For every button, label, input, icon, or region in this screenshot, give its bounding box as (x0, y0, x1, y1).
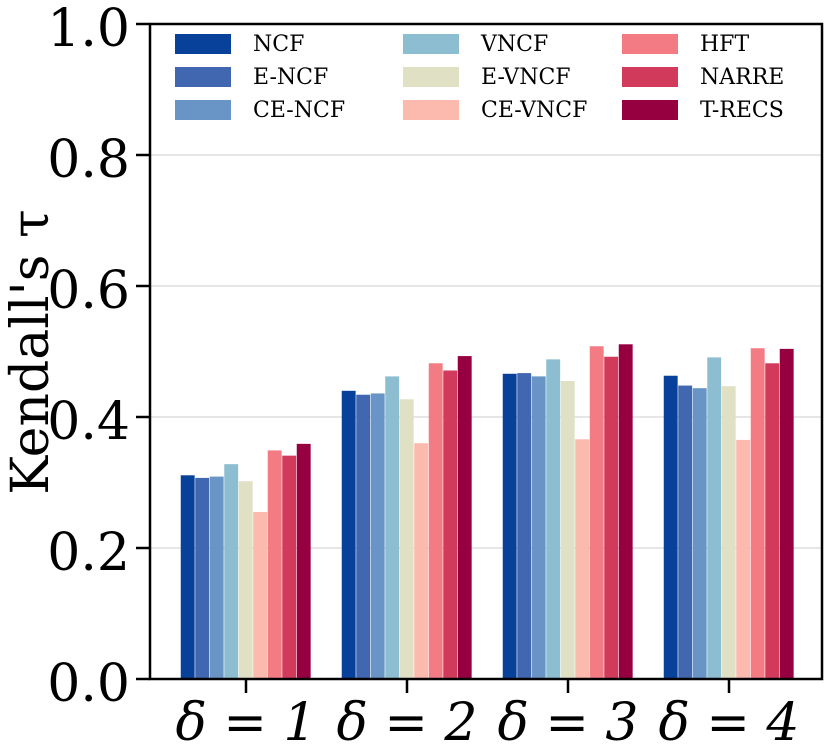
x-tick-label: δ = 3 (497, 693, 638, 753)
bar-ce-vncf-group-2 (414, 443, 429, 679)
bar-ncf-group-1 (180, 475, 195, 679)
bar-hft-group-1 (267, 450, 282, 679)
bar-e-ncf-group-4 (678, 385, 693, 679)
bar-vncf-group-3 (546, 359, 561, 679)
bar-hft-group-4 (750, 348, 765, 679)
bar-ce-ncf-group-3 (531, 376, 546, 679)
y-tick-label: 0.0 (47, 654, 130, 714)
bar-narre-group-2 (443, 370, 458, 679)
y-tick-label: 0.6 (47, 261, 130, 321)
bar-ncf-group-2 (341, 390, 356, 679)
bar-narre-group-4 (765, 363, 780, 679)
legend-swatch-ncf (175, 34, 231, 54)
bar-ce-ncf-group-2 (370, 393, 385, 679)
bar-vncf-group-1 (224, 464, 239, 679)
y-tick-label: 0.8 (47, 130, 130, 190)
x-tick-label: δ = 1 (175, 693, 316, 753)
legend-swatch-ce-ncf (175, 100, 231, 120)
y-axis-label: Kendall's τ (1, 209, 61, 495)
legend-swatch-t-recs (622, 100, 678, 120)
bar-e-ncf-group-1 (195, 477, 210, 679)
bar-ncf-group-4 (663, 375, 678, 679)
bar-hft-group-2 (428, 363, 443, 679)
bar-ce-ncf-group-1 (209, 476, 224, 679)
legend-label-t-recs: T-RECS (700, 98, 784, 123)
bar-e-vncf-group-4 (721, 386, 736, 679)
bar-narre-group-3 (604, 356, 619, 679)
bar-vncf-group-4 (707, 357, 722, 679)
legend-swatch-e-ncf (175, 67, 231, 87)
bars (180, 344, 794, 679)
legend-label-e-vncf: E-VNCF (481, 65, 571, 90)
bar-ce-vncf-group-1 (253, 511, 268, 679)
legend-label-vncf: VNCF (480, 32, 548, 57)
legend: NCF E-NCF CE-NCF VNCF E-VNCF CE-VNCF HFT NARRE T… (175, 32, 784, 123)
bar-e-ncf-group-2 (356, 394, 371, 679)
bar-ce-ncf-group-4 (692, 388, 707, 679)
bar-hft-group-3 (589, 346, 604, 679)
bar-e-vncf-group-3 (560, 380, 575, 679)
bar-t-recs-group-3 (618, 344, 633, 679)
bar-ce-vncf-group-3 (575, 439, 590, 679)
legend-label-ce-ncf: CE-NCF (253, 98, 345, 123)
legend-label-hft: HFT (700, 32, 749, 57)
legend-swatch-vncf (403, 34, 459, 54)
bar-ncf-group-3 (502, 373, 517, 679)
legend-label-e-ncf: E-NCF (253, 65, 328, 90)
legend-swatch-e-vncf (403, 67, 459, 87)
legend-swatch-narre (622, 67, 678, 87)
bar-e-vncf-group-2 (399, 399, 414, 679)
plot-frame (148, 22, 824, 681)
legend-label-ce-vncf: CE-VNCF (481, 98, 587, 123)
y-tick-label: 1.0 (47, 0, 130, 59)
legend-swatch-ce-vncf (403, 100, 459, 120)
bar-e-ncf-group-3 (517, 373, 532, 679)
bar-t-recs-group-4 (779, 348, 794, 679)
x-tick-label: δ = 2 (336, 693, 477, 753)
x-tick-label: δ = 4 (658, 693, 799, 753)
bar-t-recs-group-1 (296, 443, 311, 679)
legend-label-ncf: NCF (253, 32, 304, 57)
bar-vncf-group-2 (385, 376, 400, 679)
legend-swatch-hft (622, 34, 678, 54)
bar-t-recs-group-2 (457, 356, 472, 679)
y-tick-label: 0.4 (47, 392, 130, 452)
y-tick-label: 0.2 (47, 523, 130, 583)
bar-ce-vncf-group-4 (736, 439, 751, 679)
bar-narre-group-1 (282, 455, 297, 679)
bar-e-vncf-group-1 (238, 481, 253, 679)
legend-label-narre: NARRE (700, 65, 784, 90)
